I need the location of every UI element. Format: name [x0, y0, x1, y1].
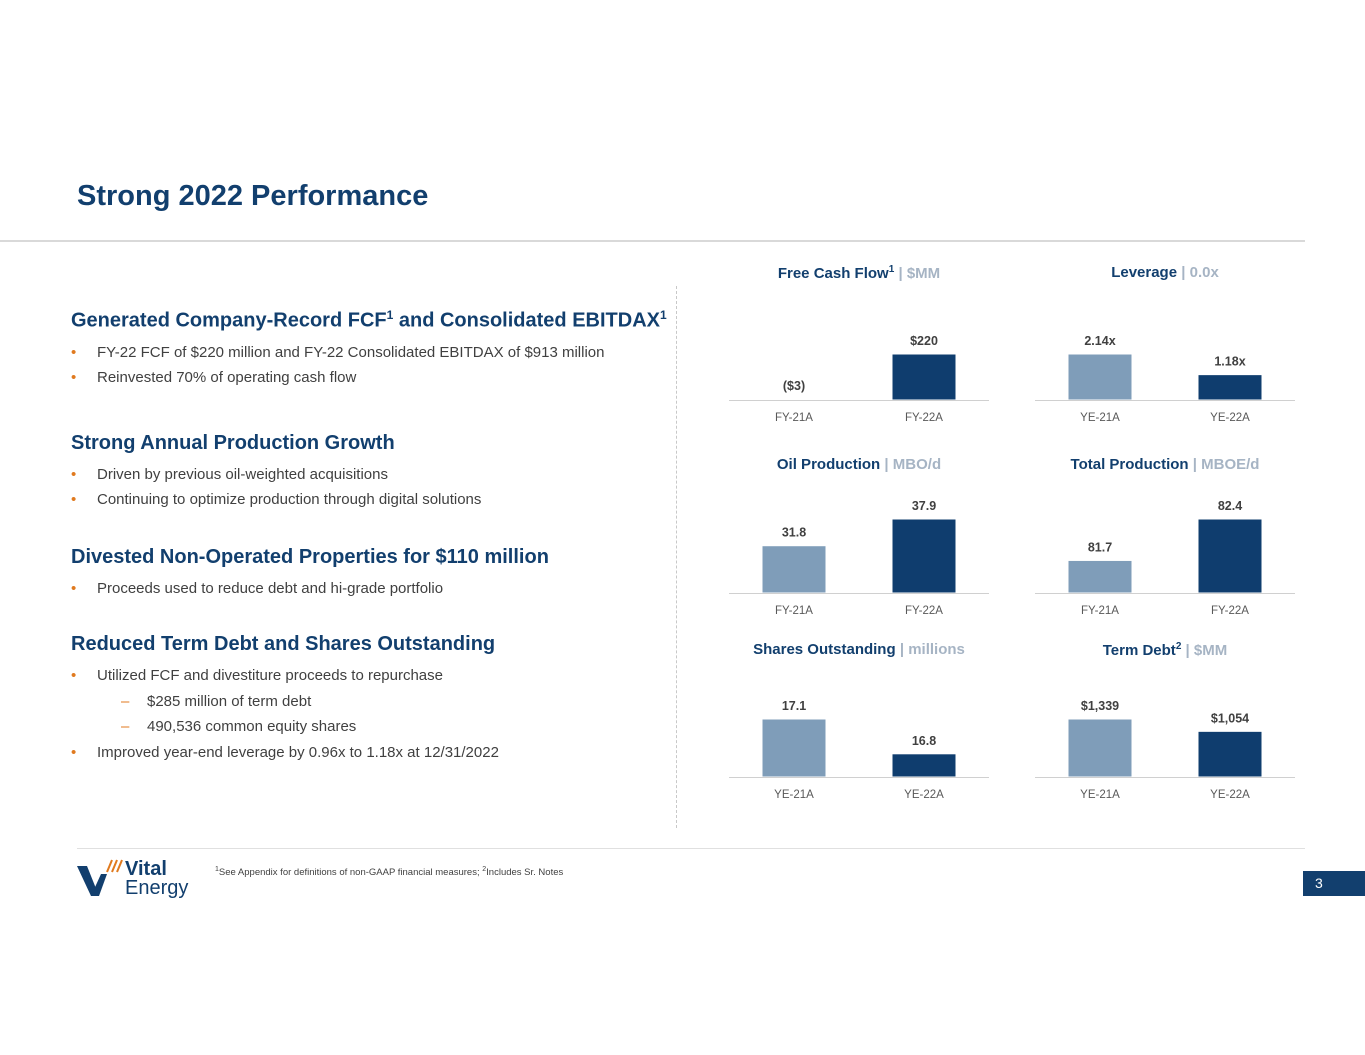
section-production: Strong Annual Production Growth Driven b… — [71, 430, 671, 513]
bar-ye-22a — [891, 753, 957, 778]
chart-title-term-debt: Term Debt2 | $MM — [1102, 641, 1228, 659]
bar-fy-22a — [1197, 518, 1263, 594]
bar-fy-21a — [1067, 559, 1133, 594]
bullet-item: Improved year-end leverage by 0.96x to 1… — [71, 740, 671, 766]
data-label: 31.8 — [782, 526, 806, 540]
logo-wordmark: Vital Energy — [125, 858, 189, 899]
section-divestiture: Divested Non-Operated Properties for $11… — [71, 544, 671, 602]
data-label: 1.18x — [1214, 355, 1245, 369]
chart-title-leverage: Leverage | 0.0x — [1111, 264, 1219, 281]
bar-fy-22a — [891, 353, 957, 401]
data-label: 16.8 — [912, 734, 936, 748]
section-debt-shares: Reduced Term Debt and Shares Outstanding… — [71, 631, 671, 765]
bullet-item: Driven by previous oil-weighted acquisit… — [71, 462, 671, 488]
highlights-panel: Generated Company-Record FCF1 and Consol… — [71, 300, 671, 765]
bullet-item: Utilized FCF and divestiture proceeds to… — [71, 663, 671, 689]
category-label: YE-21A — [774, 789, 814, 801]
category-label: YE-22A — [1210, 412, 1250, 424]
column-divider — [676, 286, 677, 828]
data-label: ($3) — [783, 379, 805, 393]
data-label: 37.9 — [912, 499, 936, 513]
data-label: 17.1 — [782, 699, 806, 713]
chart-oil-production: 31.8 FY-21A 37.9 FY-22A — [729, 499, 989, 617]
bar-fy-22a — [891, 518, 957, 594]
data-label: 81.7 — [1088, 540, 1112, 554]
section-fcf: Generated Company-Record FCF1 and Consol… — [71, 302, 671, 391]
section-heading: Generated Company-Record FCF1 and Consol… — [71, 308, 667, 332]
bullet-item: Reinvested 70% of operating cash flow — [71, 365, 671, 391]
category-label: YE-21A — [1080, 789, 1120, 801]
chart-fcf: ($3) FY-21A $220 FY-22A — [729, 334, 989, 424]
category-label: FY-22A — [905, 412, 943, 424]
chart-term-debt: $1,339 YE-21A $1,054 YE-22A — [1035, 699, 1295, 801]
category-label: YE-21A — [1080, 412, 1120, 424]
bar-fy-21a — [761, 545, 827, 594]
title-divider — [0, 240, 1305, 242]
data-label: $1,339 — [1081, 699, 1119, 713]
chart-total-production: 81.7 FY-21A 82.4 FY-22A — [1035, 499, 1295, 617]
section-heading: Divested Non-Operated Properties for $11… — [71, 545, 549, 568]
chart-title-fcf: Free Cash Flow1 | $MM — [777, 264, 941, 282]
chart-title-total-production: Total Production | MBOE/d — [1070, 456, 1260, 473]
sub-bullet-item: $285 million of term debt — [71, 689, 671, 715]
bar-ye-21a — [1067, 718, 1133, 778]
vital-energy-logo — [77, 859, 123, 896]
sub-bullet-item: 490,536 common equity shares — [71, 714, 671, 740]
category-label: FY-21A — [1081, 605, 1119, 617]
bar-ye-21a — [761, 718, 827, 778]
data-label: 2.14x — [1084, 334, 1115, 348]
chart-leverage: 2.14x YE-21A 1.18x YE-22A — [1035, 334, 1295, 424]
page-title: Strong 2022 Performance — [77, 180, 429, 212]
bullet-item: Proceeds used to reduce debt and hi-grad… — [71, 576, 671, 602]
category-label: FY-21A — [775, 605, 813, 617]
chart-title-shares: Shares Outstanding | millions — [753, 641, 965, 658]
category-label: FY-22A — [1211, 605, 1249, 617]
section-heading: Reduced Term Debt and Shares Outstanding — [71, 633, 496, 656]
category-label: FY-22A — [905, 605, 943, 617]
data-label: 82.4 — [1218, 499, 1242, 513]
category-label: YE-22A — [1210, 789, 1250, 801]
chart-shares-outstanding: 17.1 YE-21A 16.8 YE-22A — [729, 699, 989, 801]
category-label: FY-21A — [775, 412, 813, 424]
data-label: $1,054 — [1211, 711, 1249, 725]
footer-divider — [77, 848, 1305, 849]
bullet-item: Continuing to optimize production throug… — [71, 487, 671, 513]
page-number: 3 — [1303, 871, 1365, 896]
bar-ye-22a — [1197, 730, 1263, 778]
bar-ye-22a — [1197, 374, 1263, 401]
section-heading: Strong Annual Production Growth — [71, 431, 395, 454]
chart-title-oil: Oil Production | MBO/d — [776, 456, 942, 473]
category-label: YE-22A — [904, 789, 944, 801]
data-label: $220 — [910, 334, 938, 348]
bullet-item: FY-22 FCF of $220 million and FY-22 Cons… — [71, 340, 671, 366]
footnote: 1See Appendix for definitions of non-GAA… — [215, 866, 564, 879]
bar-ye-21a — [1067, 353, 1133, 401]
